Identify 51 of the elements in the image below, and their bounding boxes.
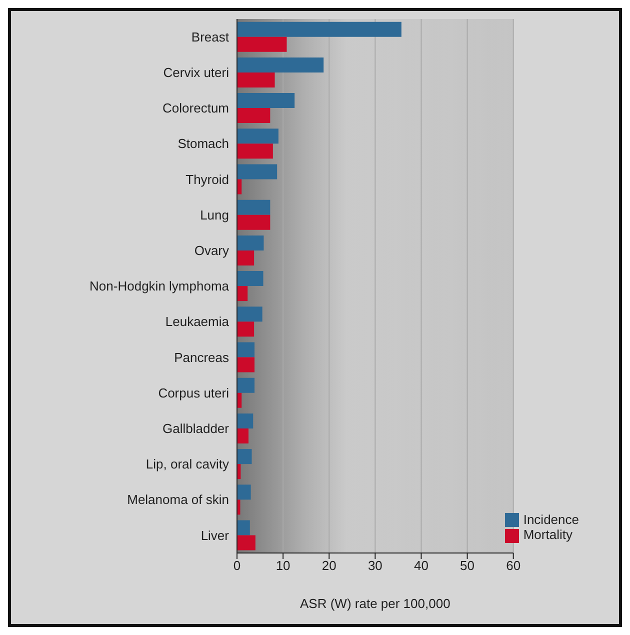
- y-tick-label: Colorectum: [162, 100, 229, 116]
- bar: [237, 214, 270, 230]
- bar: [237, 93, 295, 108]
- bar: [237, 72, 275, 88]
- y-tick-label: Non-Hodgkin lymphoma: [90, 278, 230, 294]
- bar: [237, 144, 273, 159]
- bar: [237, 128, 278, 144]
- y-tick-label: Breast: [191, 29, 230, 44]
- y-tick-label: Lung: [200, 207, 229, 222]
- bar: [237, 108, 270, 124]
- x-axis-title: ASR (W) rate per 100,000: [300, 596, 450, 612]
- bar: [237, 306, 262, 322]
- y-tick-label: Liver: [200, 528, 230, 543]
- bar: [237, 342, 254, 358]
- y-tick-label: Leukaemia: [165, 314, 230, 330]
- x-tick-label: 30: [368, 558, 382, 574]
- y-tick-label: Pancreas: [174, 350, 230, 365]
- bar: [237, 449, 252, 464]
- bar: [237, 535, 256, 550]
- x-tick-label: 50: [460, 558, 475, 574]
- bar: [237, 57, 324, 72]
- legend-label: Mortality: [523, 527, 572, 542]
- y-tick-label: Corpus uteri: [158, 385, 230, 400]
- y-tick-label: Ovary: [194, 243, 230, 258]
- bar: [237, 428, 249, 444]
- x-tick-label: 60: [506, 558, 521, 574]
- y-tick-label: Gallbladder: [162, 421, 230, 436]
- bar: [237, 378, 254, 393]
- y-tick-label: Lip, oral cavity: [146, 456, 230, 472]
- bar: [237, 22, 402, 37]
- bar: [237, 322, 254, 337]
- y-tick-label: Stomach: [178, 136, 229, 152]
- bar: [237, 271, 264, 286]
- bar: [237, 235, 264, 250]
- y-tick-label: Thyroid: [186, 172, 229, 187]
- legend-label: Incidence: [523, 512, 579, 527]
- bar: [237, 413, 254, 428]
- x-tick-label: 40: [414, 558, 428, 574]
- x-tick-label: 0: [233, 558, 241, 574]
- bar: [237, 200, 270, 215]
- x-tick-label: 20: [322, 558, 336, 574]
- bar: [237, 286, 248, 302]
- bar: [237, 357, 254, 372]
- x-tick-label: 10: [276, 558, 290, 574]
- bar: [237, 484, 251, 500]
- bar: [237, 520, 250, 536]
- bar: [237, 250, 254, 266]
- bar: [237, 164, 278, 180]
- y-tick-label: Cervix uteri: [163, 65, 230, 80]
- bar: [237, 36, 287, 52]
- y-tick-label: Melanoma of skin: [127, 492, 229, 508]
